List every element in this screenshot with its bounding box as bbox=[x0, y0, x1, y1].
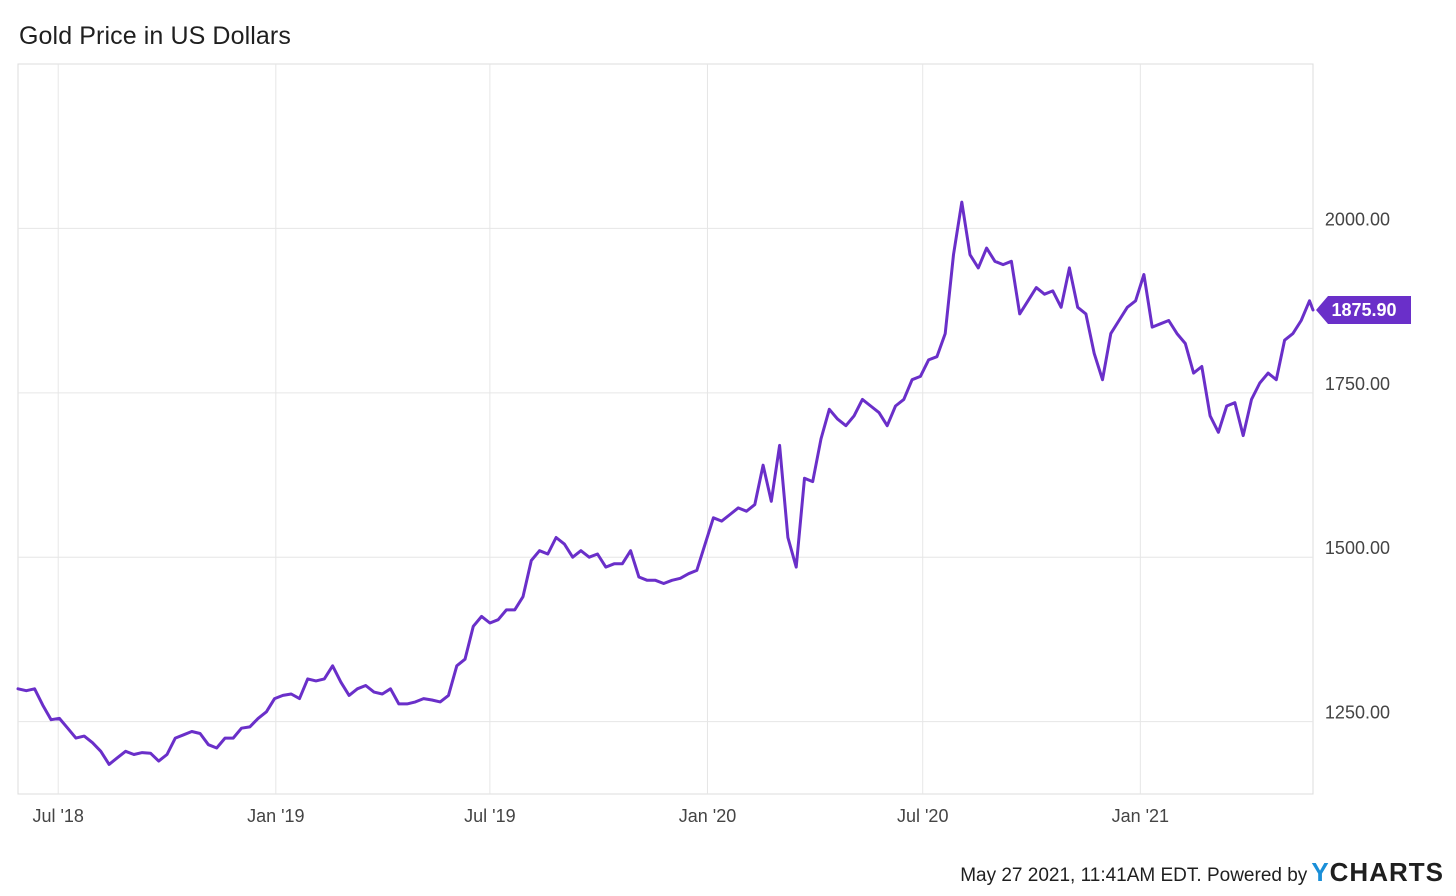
x-tick-label: Jan '20 bbox=[679, 806, 736, 826]
y-tick-label: 1250.00 bbox=[1325, 703, 1390, 723]
y-tick-label: 2000.00 bbox=[1325, 209, 1390, 229]
x-tick-label: Jul '18 bbox=[32, 806, 83, 826]
ycharts-logo-text: CHARTS bbox=[1329, 857, 1444, 887]
last-value-marker: 1875.90 bbox=[1316, 296, 1411, 325]
x-axis-tick-labels: Jul '18 Jan '19 Jul '19 Jan '20 Jul '20 Jan '… bbox=[32, 806, 1169, 826]
ycharts-logo-y: Y bbox=[1311, 857, 1330, 887]
y-tick-label: 1750.00 bbox=[1325, 374, 1390, 394]
y-axis-tick-labels: 1250.00 1500.00 1750.00 2000.00 bbox=[1325, 209, 1390, 722]
last-value-badge bbox=[1316, 296, 1411, 325]
last-value-label: 1875.90 bbox=[1331, 300, 1396, 320]
y-tick-label: 1500.00 bbox=[1325, 538, 1390, 558]
plot-area bbox=[17, 63, 1314, 795]
x-tick-label: Jul '20 bbox=[897, 806, 948, 826]
horizontal-gridlines bbox=[18, 227, 1313, 723]
ycharts-logo[interactable]: YCHARTS bbox=[1311, 857, 1444, 888]
gold-price-line bbox=[16, 200, 1315, 766]
x-tick-label: Jul '19 bbox=[464, 806, 515, 826]
chart-title: Gold Price in US Dollars bbox=[19, 22, 291, 50]
vertical-gridlines bbox=[57, 64, 1141, 794]
x-tick-label: Jan '21 bbox=[1112, 806, 1169, 826]
x-tick-label: Jan '19 bbox=[247, 806, 304, 826]
footer-timestamp: May 27 2021, 11:41AM EDT. Powered by bbox=[960, 865, 1308, 886]
footer: May 27 2021, 11:41AM EDT. Powered by YCH… bbox=[960, 857, 1444, 888]
